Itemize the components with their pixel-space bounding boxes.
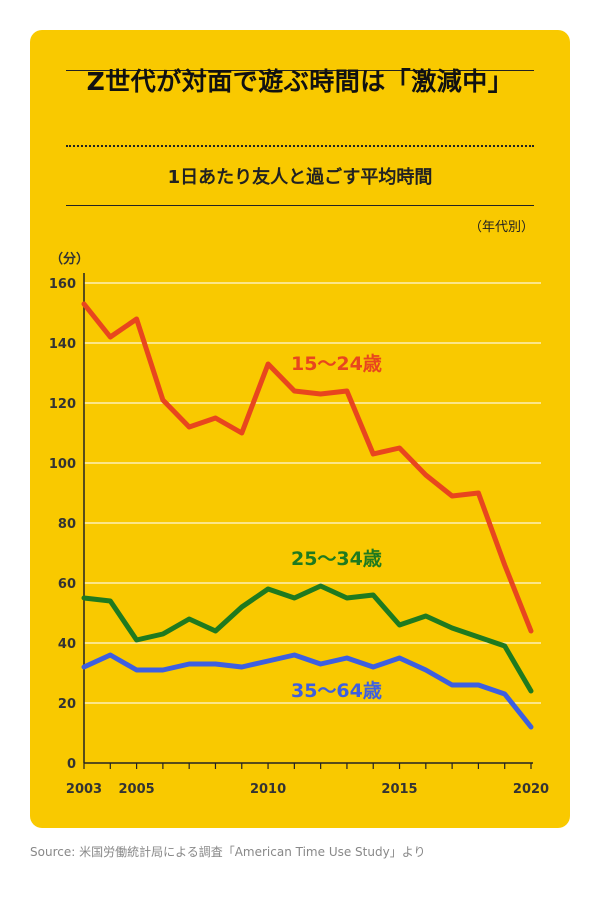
x-tick-label: 2003 — [66, 782, 102, 797]
y-tick-label: 100 — [49, 457, 76, 472]
source-note: Source: 米国労働統計局による調査「American Time Use S… — [30, 845, 426, 859]
y-tick-label: 140 — [49, 337, 76, 352]
chart-title: Z世代が対面で遊ぶ時間は「激減中」 — [86, 67, 514, 96]
subtitle-rule — [66, 205, 534, 206]
chart-card — [30, 30, 570, 828]
y-tick-label: 60 — [58, 577, 76, 592]
tick-labels: 0 20 40 60 80 100 120 140 160 2003 2005 2010 2015 202… — [49, 277, 549, 797]
series-label-2: 25〜34歳 — [291, 548, 382, 570]
y-tick-label: 40 — [58, 637, 76, 652]
series-line-2 — [81, 583, 534, 694]
title-divider — [66, 145, 534, 147]
x-tick-label: 2015 — [381, 782, 417, 797]
y-tick-label: 120 — [49, 397, 76, 412]
y-tick-label: 80 — [58, 517, 76, 532]
x-tick-label: 2020 — [513, 782, 549, 797]
series-label-1: 15〜24歳 — [291, 353, 382, 375]
grid-lines — [84, 282, 541, 704]
series-line-3 — [81, 652, 534, 730]
series-label-3: 35〜64歳 — [291, 680, 382, 702]
axes — [83, 273, 533, 769]
y-tick-label: 0 — [67, 757, 76, 772]
group-note: （年代別） — [468, 220, 534, 235]
y-tick-label: 160 — [49, 277, 76, 292]
y-axis-label: （分） — [50, 251, 89, 267]
x-tick-label: 2010 — [250, 782, 286, 797]
series-line-1 — [81, 301, 534, 634]
x-tick-label: 2005 — [118, 782, 154, 797]
series-lines — [81, 301, 534, 730]
series-labels: 15〜24歳 25〜34歳 35〜64歳 — [291, 353, 382, 702]
top-rule — [66, 70, 534, 71]
y-tick-label: 20 — [58, 697, 76, 712]
chart-subtitle: 1日あたり友人と過ごす平均時間 — [167, 167, 433, 188]
